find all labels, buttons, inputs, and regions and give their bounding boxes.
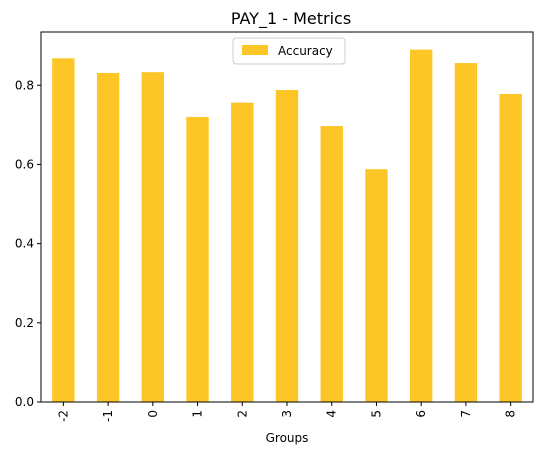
legend-label: Accuracy [278, 44, 333, 58]
bar--2 [52, 58, 75, 402]
x-tick-label: -1 [101, 410, 115, 422]
bar--1 [96, 72, 120, 403]
bar-2 [231, 102, 254, 402]
chart-title: PAY_1 - Metrics [231, 9, 351, 29]
bars-layer [52, 49, 522, 403]
bar-7 [454, 63, 478, 403]
bar-5 [365, 169, 388, 402]
x-axis-label: Groups [266, 431, 309, 445]
bar-3 [275, 90, 299, 403]
x-tick-label: 7 [459, 410, 473, 418]
legend: Accuracy [232, 37, 346, 65]
x-ticks: -2 -1 0 1 2 3 4 5 6 7 8 [56, 402, 518, 422]
x-tick-label: 1 [191, 410, 205, 418]
y-tick-label: 0.4 [15, 237, 34, 251]
y-tick-label: 0.0 [15, 395, 34, 409]
x-tick-label: 8 [504, 410, 518, 418]
bar-8 [499, 93, 522, 402]
y-ticks: 0.0 0.2 0.4 0.6 0.8 [15, 78, 41, 409]
y-tick-label: 0.6 [15, 157, 34, 171]
bar-4 [320, 126, 343, 402]
x-tick-label: 6 [414, 410, 428, 418]
x-tick-label: 5 [369, 410, 383, 418]
legend-swatch [242, 45, 268, 55]
x-tick-label: -2 [56, 410, 70, 422]
plot-frame [40, 31, 534, 403]
bar-6 [410, 49, 433, 402]
x-tick-label: 3 [280, 410, 294, 418]
x-tick-label: 2 [235, 410, 249, 418]
y-tick-label: 0.8 [15, 78, 34, 92]
y-tick-label: 0.2 [15, 316, 34, 330]
x-tick-label: 4 [325, 410, 339, 418]
bar-1 [186, 116, 209, 403]
legend-box [232, 37, 346, 65]
bar-0 [141, 72, 164, 403]
x-tick-label: 0 [146, 410, 160, 418]
